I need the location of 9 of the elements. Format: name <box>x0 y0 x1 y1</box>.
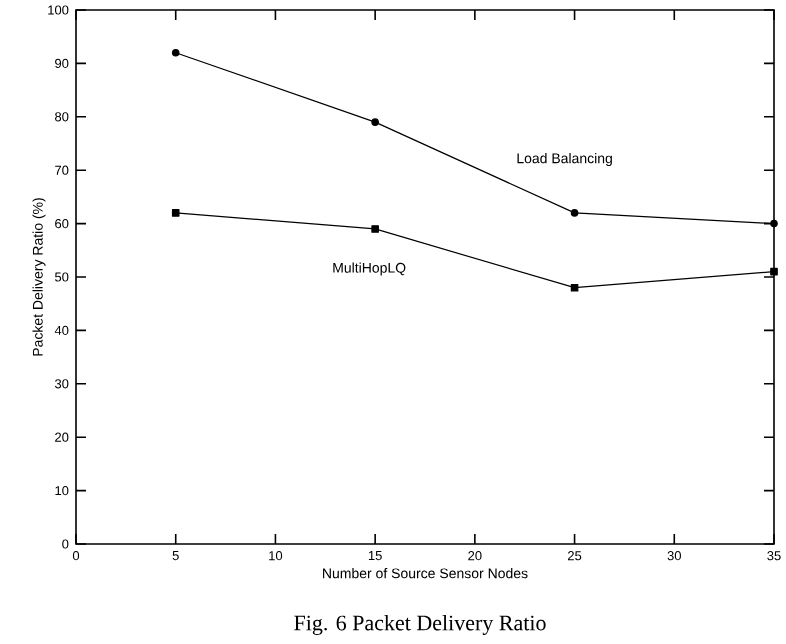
point <box>371 225 379 233</box>
point <box>770 219 778 228</box>
point <box>371 118 379 126</box>
point <box>570 209 579 217</box>
point <box>770 267 778 276</box>
point <box>171 209 180 217</box>
point <box>570 283 579 292</box>
caption: Fig. 6 Packet Delivery Ratio <box>294 614 546 635</box>
point <box>171 48 180 57</box>
